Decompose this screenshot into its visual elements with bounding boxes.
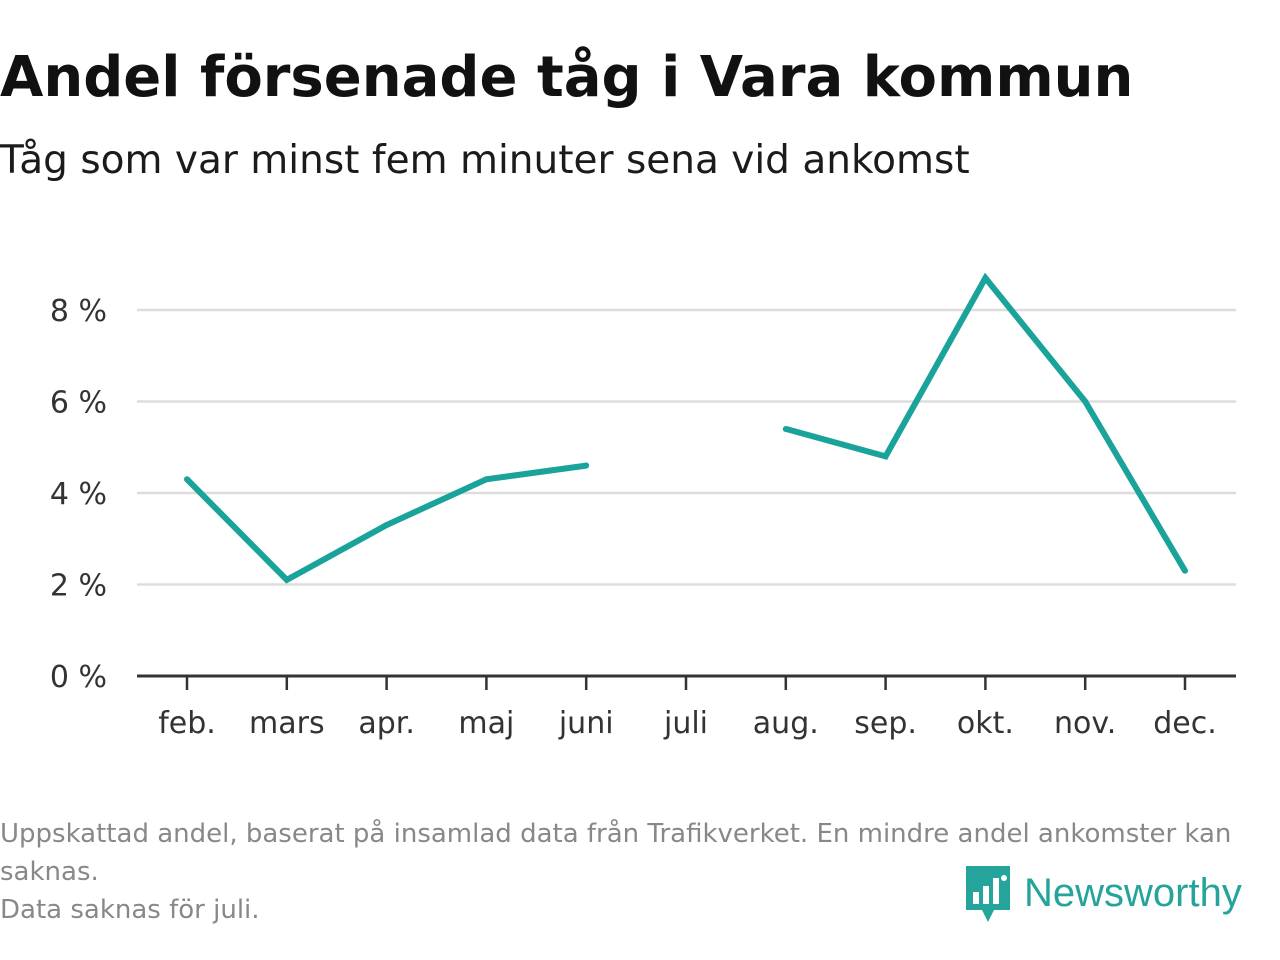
x-tick-label: nov. — [1054, 706, 1116, 741]
x-tick-label: aug. — [753, 706, 819, 741]
x-axis — [137, 674, 1236, 690]
x-tick-label: juli — [663, 706, 708, 741]
y-axis-tick-labels: 0 % 2 % 4 % 6 % 8 % — [50, 294, 107, 695]
x-tick-label: sep. — [854, 706, 917, 741]
data-point — [184, 476, 190, 483]
brand-name: Newsworthy — [1024, 870, 1242, 915]
data-point — [483, 476, 490, 483]
x-tick-label: okt. — [957, 706, 1014, 741]
x-tick-label: maj — [458, 706, 514, 741]
series-line-segment — [785, 272, 1188, 573]
line-chart: 0 % 2 % 4 % 6 % 8 % feb. mars apr. maj juni juli a… — [50, 272, 1236, 741]
data-point — [383, 522, 390, 529]
chart-title: Andel försenade tåg i Vara kommun — [0, 45, 1134, 110]
y-tick-label: 2 % — [50, 569, 107, 604]
data-point — [1082, 398, 1089, 405]
x-tick-label: apr. — [358, 706, 415, 741]
data-point — [283, 576, 290, 583]
gridlines — [137, 308, 1236, 586]
newsworthy-logo: Newsworthy — [962, 862, 1242, 924]
footnote-missing-data: Data saknas för juli. — [0, 895, 260, 925]
x-axis-tick-labels: feb. mars apr. maj juni juli aug. sep. okt. nov. d… — [158, 706, 1217, 741]
footnote-source: Uppskattad andel, baserat på insamlad da… — [0, 819, 1232, 887]
y-tick-label: 4 % — [50, 477, 107, 512]
x-tick-label: mars — [249, 706, 325, 741]
data-point — [782, 425, 789, 432]
footnote: Uppskattad andel, baserat på insamlad da… — [0, 815, 1270, 929]
data-point — [982, 274, 989, 281]
x-tick-label: juni — [558, 706, 614, 741]
data-point — [1182, 567, 1188, 574]
chart-subtitle: Tåg som var minst fem minuter sena vid a… — [0, 138, 970, 183]
data-point — [882, 453, 889, 460]
y-tick-label: 8 % — [50, 294, 107, 329]
data-point — [583, 462, 590, 469]
y-tick-label: 0 % — [50, 660, 107, 695]
series-line — [184, 272, 1188, 584]
chart-bubble-icon — [966, 866, 1010, 922]
x-tick-label: dec. — [1153, 706, 1217, 741]
y-tick-label: 6 % — [50, 386, 107, 421]
x-tick-label: feb. — [158, 706, 216, 741]
